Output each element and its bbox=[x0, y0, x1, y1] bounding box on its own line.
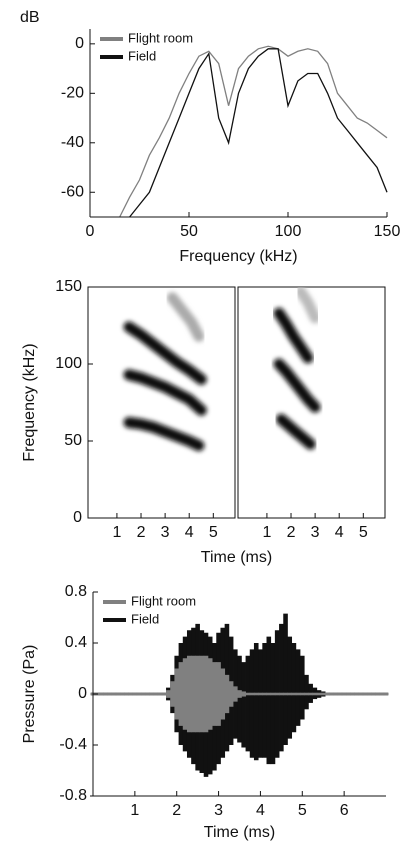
x-tick-label: 1 bbox=[112, 524, 121, 541]
y-axis-label: Pressure (Pa) bbox=[21, 645, 38, 744]
harmonic-ridge bbox=[123, 417, 205, 452]
y-tick-label: -0.8 bbox=[59, 787, 87, 804]
x-tick-label: 5 bbox=[298, 802, 307, 819]
y-tick-label: -60 bbox=[61, 183, 84, 200]
legend-label: Flight room bbox=[128, 30, 193, 45]
y-axis-label: Frequency (kHz) bbox=[21, 343, 38, 461]
x-axis-label: Time (ms) bbox=[204, 824, 275, 841]
x-tick-label: 1 bbox=[262, 524, 271, 541]
legend-label: Field bbox=[128, 48, 156, 63]
x-tick-label: 4 bbox=[256, 802, 265, 819]
spectrogram-image bbox=[123, 292, 207, 478]
y-tick-label: 0.8 bbox=[65, 583, 87, 600]
y-tick-label: 0 bbox=[73, 509, 82, 526]
x-tick-label: 50 bbox=[180, 223, 198, 240]
y-tick-label: -0.4 bbox=[59, 736, 87, 753]
y-tick-label: 150 bbox=[55, 278, 82, 295]
harmonic-ridge bbox=[275, 413, 316, 450]
harmonic-ridge bbox=[123, 321, 207, 385]
y-tick-label: -40 bbox=[61, 134, 84, 151]
x-axis-label: Frequency (kHz) bbox=[179, 248, 297, 265]
x-tick-label: 6 bbox=[340, 802, 349, 819]
y-tick-label: 0 bbox=[78, 685, 87, 702]
y-tick-label: 0.4 bbox=[65, 634, 87, 651]
harmonic-ridge bbox=[123, 369, 207, 416]
harmonic-ridge bbox=[295, 287, 321, 324]
harmonic-ridge bbox=[273, 358, 321, 413]
y-tick-label: -20 bbox=[61, 85, 84, 102]
spectrogram-image bbox=[273, 287, 321, 478]
legend-label: Flight room bbox=[131, 593, 196, 608]
x-tick-label: 3 bbox=[311, 524, 320, 541]
y-axis-label: dB bbox=[20, 9, 40, 26]
y-tick-label: 0 bbox=[75, 35, 84, 52]
x-tick-label: 5 bbox=[359, 524, 368, 541]
x-tick-label: 4 bbox=[185, 524, 194, 541]
harmonic-ridge bbox=[166, 292, 205, 342]
x-tick-label: 3 bbox=[214, 802, 223, 819]
x-tick-label: 150 bbox=[374, 223, 401, 240]
x-tick-label: 1 bbox=[130, 802, 139, 819]
x-tick-label: 5 bbox=[209, 524, 218, 541]
spectrum-line bbox=[129, 48, 388, 218]
x-tick-label: 2 bbox=[172, 802, 181, 819]
x-tick-label: 3 bbox=[161, 524, 170, 541]
y-tick-label: 100 bbox=[55, 355, 82, 372]
spectrogram-frame bbox=[87, 286, 236, 519]
x-tick-label: 2 bbox=[137, 524, 146, 541]
x-tick-label: 2 bbox=[287, 524, 296, 541]
y-tick-label: 50 bbox=[64, 432, 82, 449]
x-tick-label: 100 bbox=[275, 223, 302, 240]
x-axis-label: Time (ms) bbox=[201, 549, 272, 566]
x-tick-label: 4 bbox=[335, 524, 344, 541]
spectrum-line bbox=[119, 45, 388, 218]
x-tick-label: 0 bbox=[86, 223, 95, 240]
harmonic-ridge bbox=[273, 307, 314, 364]
legend-label: Field bbox=[131, 611, 159, 626]
